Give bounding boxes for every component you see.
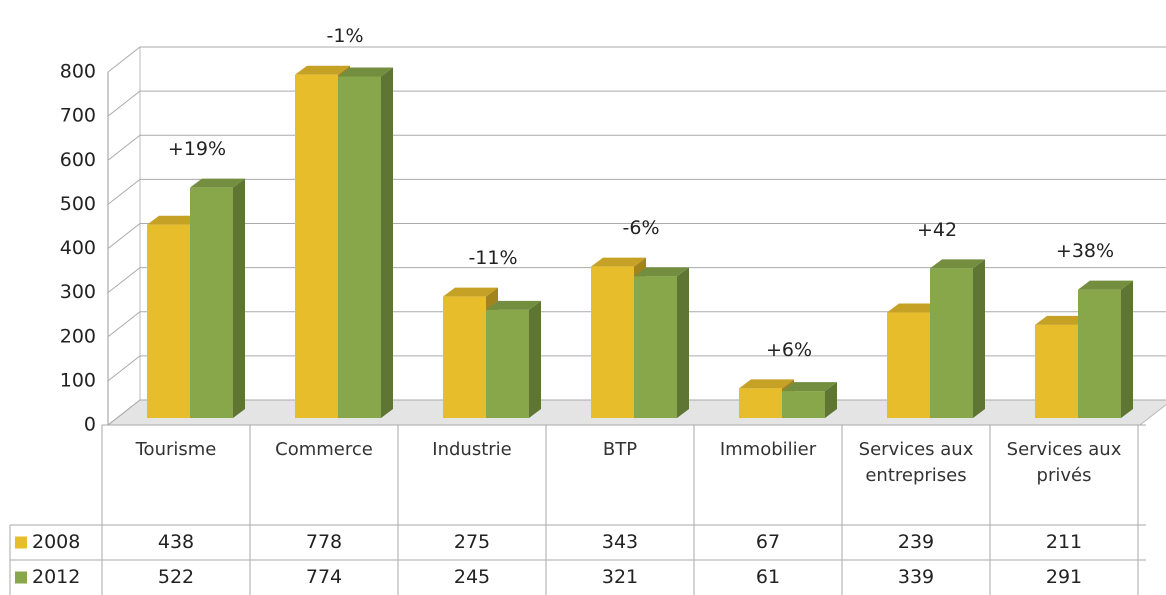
y-tick-label: 800 — [60, 61, 96, 83]
bar-top — [190, 178, 245, 188]
x-tick-label: Tourisme — [135, 439, 217, 460]
bar-side — [825, 382, 837, 418]
grid-line — [107, 46, 1166, 73]
x-tick-label: Immobilier — [719, 439, 817, 460]
bar-top — [887, 303, 942, 313]
bar — [782, 391, 825, 418]
grid-line — [107, 90, 1166, 117]
x-tick-label: BTP — [602, 439, 638, 460]
bar-top — [634, 267, 689, 277]
bar-top — [338, 67, 393, 77]
legend-label: 2008 — [32, 531, 80, 553]
legend-swatch — [15, 536, 27, 549]
table-value: 61 — [756, 566, 780, 588]
bar-top — [443, 287, 498, 297]
bar — [486, 309, 529, 418]
bar-top — [739, 379, 794, 389]
y-tick-label: 600 — [60, 149, 96, 171]
x-tick-label: Commerce — [275, 439, 373, 460]
annotation: -11% — [468, 247, 517, 269]
bar — [295, 74, 338, 419]
table-value: 438 — [158, 531, 194, 553]
bar-top — [591, 257, 646, 267]
bar — [1035, 324, 1078, 418]
bar — [739, 388, 782, 418]
grid-line — [107, 355, 1166, 382]
bar-side — [973, 259, 985, 418]
bar — [591, 266, 634, 418]
table-value: 291 — [1046, 566, 1082, 588]
table-value: 321 — [602, 566, 638, 588]
bar — [930, 268, 973, 418]
legend-swatch — [15, 571, 27, 584]
annotation: +42 — [917, 219, 957, 241]
y-tick-label: 300 — [60, 281, 96, 303]
annotation: +38% — [1056, 240, 1114, 262]
annotation: +6% — [766, 339, 812, 361]
bar-side — [233, 178, 245, 418]
table-value: 774 — [306, 566, 342, 588]
annotation: -1% — [327, 25, 364, 47]
bar-top — [147, 215, 202, 225]
y-tick-label: 400 — [60, 237, 96, 259]
y-tick-label: 700 — [60, 105, 96, 127]
table-value: 339 — [898, 566, 934, 588]
bar-side — [529, 300, 541, 418]
x-tick-label: Services aux privés — [1006, 439, 1122, 486]
table-value: 67 — [756, 531, 780, 553]
y-tick-label: 500 — [60, 193, 96, 215]
bar — [147, 224, 190, 418]
table-value: 245 — [454, 566, 490, 588]
y-tick-label: 0 — [84, 414, 96, 436]
bar-top — [486, 300, 541, 310]
table-value: 522 — [158, 566, 194, 588]
y-tick-label: 200 — [60, 325, 96, 347]
bar-side — [677, 267, 689, 418]
table-value: 211 — [1046, 531, 1082, 553]
table-value: 239 — [898, 531, 934, 553]
legend-label: 2012 — [32, 566, 80, 588]
annotation: +19% — [168, 138, 226, 160]
table-value: 343 — [602, 531, 638, 553]
bar-top — [1078, 280, 1133, 290]
bar — [338, 76, 381, 418]
bar-side — [381, 67, 393, 418]
grid-line — [107, 223, 1166, 249]
x-tick-label: Industrie — [432, 439, 512, 460]
bar-side — [1121, 280, 1133, 418]
bar-top — [782, 382, 837, 392]
bar-top — [295, 65, 350, 75]
grid-line — [107, 178, 1166, 205]
grid-line — [107, 311, 1166, 338]
y-tick-label: 100 — [60, 369, 96, 391]
grid-line — [107, 134, 1166, 161]
table-value: 778 — [306, 531, 342, 553]
annotation: -6% — [623, 217, 660, 239]
bar — [443, 296, 486, 418]
bar — [190, 187, 233, 418]
bar — [1078, 289, 1121, 418]
x-tick-label: Services aux entreprises — [858, 439, 974, 486]
bar-top — [1035, 315, 1090, 325]
bar-top — [930, 259, 985, 269]
bar — [634, 276, 677, 418]
grid-line — [107, 267, 1166, 294]
table-value: 275 — [454, 531, 490, 553]
bar — [887, 312, 930, 418]
